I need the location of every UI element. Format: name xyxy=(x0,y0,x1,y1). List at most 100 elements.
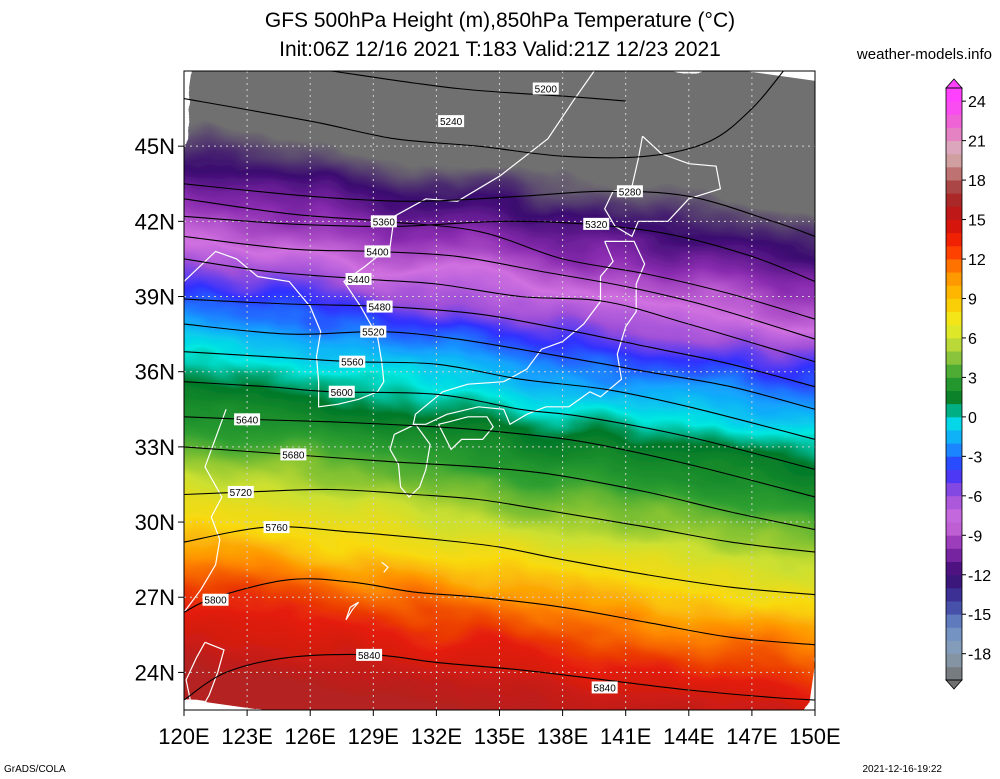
colorbar-segment xyxy=(946,456,962,470)
colorbar-segment xyxy=(946,324,962,339)
site-watermark: weather-models.info xyxy=(856,46,992,63)
contour-label-bg xyxy=(328,385,355,398)
contour-label-bg xyxy=(356,648,383,661)
colorbar-label: -18 xyxy=(968,647,991,664)
colorbar-segment xyxy=(946,88,962,102)
colorbar-label: -3 xyxy=(968,449,982,466)
contour-label-5480: 5480 xyxy=(368,303,391,314)
y-tick-label: 27N xyxy=(135,585,175,610)
contour-label-bg xyxy=(202,593,229,606)
colorbar-segment xyxy=(946,561,962,576)
colorbar-segment xyxy=(946,114,962,128)
contour-5600 xyxy=(184,381,815,470)
y-axis: 24N 27N 30N 33N 36N 39N 42N 45N xyxy=(135,134,184,685)
colorbar-segment xyxy=(946,153,962,168)
x-tick-label: 132E xyxy=(411,724,462,749)
colorbar-segment xyxy=(946,127,962,142)
colorbar-segment xyxy=(946,508,962,523)
contour-label-bg xyxy=(345,272,372,285)
colorbar-label: -12 xyxy=(968,568,991,585)
colorbar-segment xyxy=(946,180,962,194)
contour-label-bg xyxy=(280,448,307,461)
colorbar-segment xyxy=(946,666,962,681)
colorbar-segment xyxy=(946,587,962,602)
coastlines xyxy=(184,71,722,710)
contour-label-bg xyxy=(339,355,366,368)
colorbar-segment xyxy=(946,601,962,615)
x-tick-label: 126E xyxy=(285,724,336,749)
colorbar-segment xyxy=(946,298,962,313)
colorbar-segment xyxy=(946,390,962,405)
colorbar-segment xyxy=(946,416,962,431)
y-tick-label: 42N xyxy=(135,209,175,234)
colorbar-segment xyxy=(946,548,962,562)
contour-label-bg xyxy=(263,521,290,534)
x-tick-label: 141E xyxy=(600,724,651,749)
y-tick-label: 36N xyxy=(135,360,175,385)
colorbar-segment xyxy=(946,193,962,207)
contour-label-5840: 5840 xyxy=(594,683,617,694)
chart-title-line2: Init:06Z 12/16 2021 T:183 Valid:21Z 12/2… xyxy=(279,38,721,61)
colorbar-segment xyxy=(946,430,962,444)
coastline-2 xyxy=(412,240,646,426)
contour-label-bg xyxy=(583,217,610,230)
colorbar-segment xyxy=(946,140,962,155)
x-tick-label: 150E xyxy=(789,724,840,749)
colorbar-segment xyxy=(946,259,962,273)
colorbar-segment xyxy=(946,535,962,549)
colorbar-label: 6 xyxy=(968,331,977,348)
contour-5360 xyxy=(184,198,815,320)
colorbar-segment xyxy=(946,219,962,234)
contour-label-5760: 5760 xyxy=(265,523,288,534)
colorbar-min-arrow xyxy=(945,679,963,690)
y-tick-label: 24N xyxy=(135,660,175,685)
colorbar-segment xyxy=(946,311,962,326)
colorbar-label: 0 xyxy=(968,410,977,427)
contour-label-5360: 5360 xyxy=(373,217,396,228)
colorbar-label: 21 xyxy=(968,134,986,151)
colorbar-label: 15 xyxy=(968,213,986,230)
height-contours: 5200 5240 5280 5320 5360 5400 5440 5480 5520 5560… xyxy=(184,71,815,701)
contour-label-5840: 5840 xyxy=(358,651,381,662)
contour-5560 xyxy=(184,351,815,440)
contour-label-5560: 5560 xyxy=(341,358,364,369)
plot-area: 5200 5240 5280 5320 5360 5400 5440 5480 5520 5560… xyxy=(184,71,815,710)
y-tick-label: 33N xyxy=(135,435,175,460)
contour-label-5800: 5800 xyxy=(204,596,227,607)
x-tick-label: 129E xyxy=(348,724,399,749)
contour-5440 xyxy=(184,258,815,363)
footer-timestamp: 2021-12-16-19:22 xyxy=(862,764,942,775)
colorbar-segment xyxy=(946,377,962,391)
contour-label-5600: 5600 xyxy=(331,388,354,399)
contour-5520 xyxy=(184,323,815,410)
coastline-5 xyxy=(185,641,225,710)
colorbar: 24 21 18 15 12 9 6 3 0 -3 -6 -9 -12 -15 -18 xyxy=(945,78,991,690)
contour-label-bg xyxy=(234,413,261,426)
colorbar-segment xyxy=(946,443,962,457)
contour-label-bg xyxy=(532,82,559,95)
contour-5400 xyxy=(184,235,815,340)
y-tick-label: 45N xyxy=(135,134,175,159)
contour-label-bg xyxy=(438,115,465,128)
contour-label-bg xyxy=(364,245,391,258)
colorbar-label: 24 xyxy=(968,94,986,111)
contour-5480 xyxy=(184,298,815,388)
colorbar-segment xyxy=(946,337,962,352)
colorbar-label: -6 xyxy=(968,489,982,506)
contour-label-5280: 5280 xyxy=(619,187,642,198)
contour-5240 xyxy=(184,71,784,159)
colorbar-label: -15 xyxy=(968,607,991,624)
x-tick-label: 138E xyxy=(537,724,588,749)
colorbar-segment xyxy=(946,495,962,510)
colorbar-max-arrow xyxy=(945,78,963,89)
colorbar-segment xyxy=(946,403,962,418)
contour-label-5200: 5200 xyxy=(535,85,558,96)
x-tick-label: 144E xyxy=(663,724,714,749)
colorbar-segment xyxy=(946,364,962,378)
contour-label-bg xyxy=(591,681,618,694)
colorbar-segment xyxy=(946,653,962,668)
contour-5200 xyxy=(331,71,626,102)
y-tick-label: 39N xyxy=(135,285,175,310)
colorbar-segment xyxy=(946,522,962,536)
